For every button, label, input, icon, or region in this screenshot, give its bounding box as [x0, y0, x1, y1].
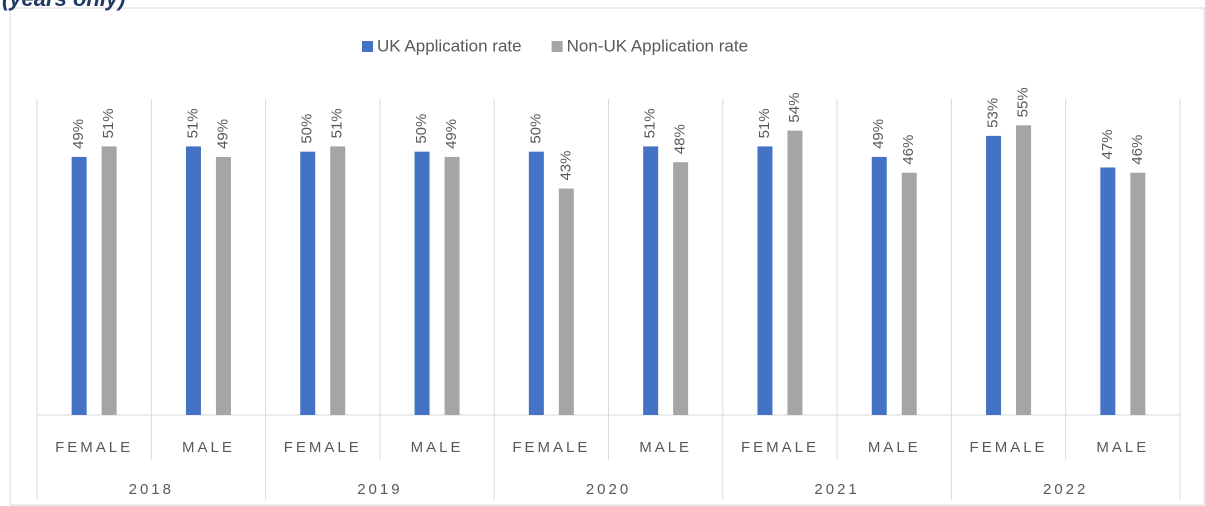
x-tick-label: MALE: [639, 439, 692, 456]
x-tick-label: FEMALE: [284, 439, 362, 456]
value-label: 48%: [672, 124, 689, 154]
x-tick-label: FEMALE: [55, 439, 133, 456]
value-label: 49%: [70, 119, 87, 149]
chart-title: (years only): [2, 0, 126, 11]
value-label: 46%: [900, 135, 917, 165]
value-label: 50%: [413, 114, 430, 144]
bar: [185, 146, 201, 415]
x-tick-label: MALE: [1096, 439, 1149, 456]
value-label: 54%: [786, 93, 803, 123]
legend-label: Non-UK Application rate: [567, 36, 748, 55]
bar: [643, 146, 659, 415]
value-label: 50%: [299, 114, 316, 144]
value-label: 43%: [557, 151, 574, 181]
value-label: 47%: [1099, 129, 1116, 159]
group-label: 2020: [586, 481, 631, 498]
bar: [986, 135, 1002, 415]
value-label: 50%: [527, 114, 544, 144]
group-label: 2022: [1043, 481, 1088, 498]
bar: [558, 188, 574, 415]
x-tick-label: FEMALE: [512, 439, 590, 456]
chart-frame: [9, 7, 1205, 506]
bar: [871, 156, 887, 415]
bar: [444, 156, 460, 415]
value-label: 51%: [756, 108, 773, 138]
value-label: 53%: [985, 98, 1002, 128]
group-label: 2019: [357, 481, 402, 498]
value-label: 49%: [443, 119, 460, 149]
bar: [1100, 167, 1116, 415]
group-label: 2021: [814, 481, 859, 498]
bar: [757, 146, 773, 415]
bar: [901, 172, 917, 415]
value-label: 51%: [642, 108, 659, 138]
legend-swatch: [362, 41, 373, 52]
bar: [101, 146, 117, 415]
value-label: 49%: [870, 119, 887, 149]
bar: [673, 162, 689, 415]
x-tick-label: MALE: [411, 439, 464, 456]
legend-label: UK Application rate: [377, 36, 522, 55]
bar: [1130, 172, 1146, 415]
bar: [330, 146, 346, 415]
x-tick-label: MALE: [868, 439, 921, 456]
value-label: 51%: [329, 108, 346, 138]
value-label: 46%: [1129, 135, 1146, 165]
value-label: 49%: [214, 119, 231, 149]
bar: [787, 130, 803, 415]
value-label: 51%: [100, 108, 117, 138]
bar: [1016, 125, 1032, 415]
value-label: 51%: [184, 108, 201, 138]
bar: [71, 156, 87, 415]
legend-swatch: [551, 41, 563, 52]
bar: [528, 151, 544, 415]
x-tick-label: MALE: [182, 439, 235, 456]
group-label: 2018: [129, 481, 174, 498]
x-tick-label: FEMALE: [970, 439, 1048, 456]
bar: [300, 151, 316, 415]
bar: [414, 151, 430, 415]
bar: [215, 156, 231, 415]
x-tick-label: FEMALE: [741, 439, 819, 456]
value-label: 55%: [1015, 87, 1032, 117]
